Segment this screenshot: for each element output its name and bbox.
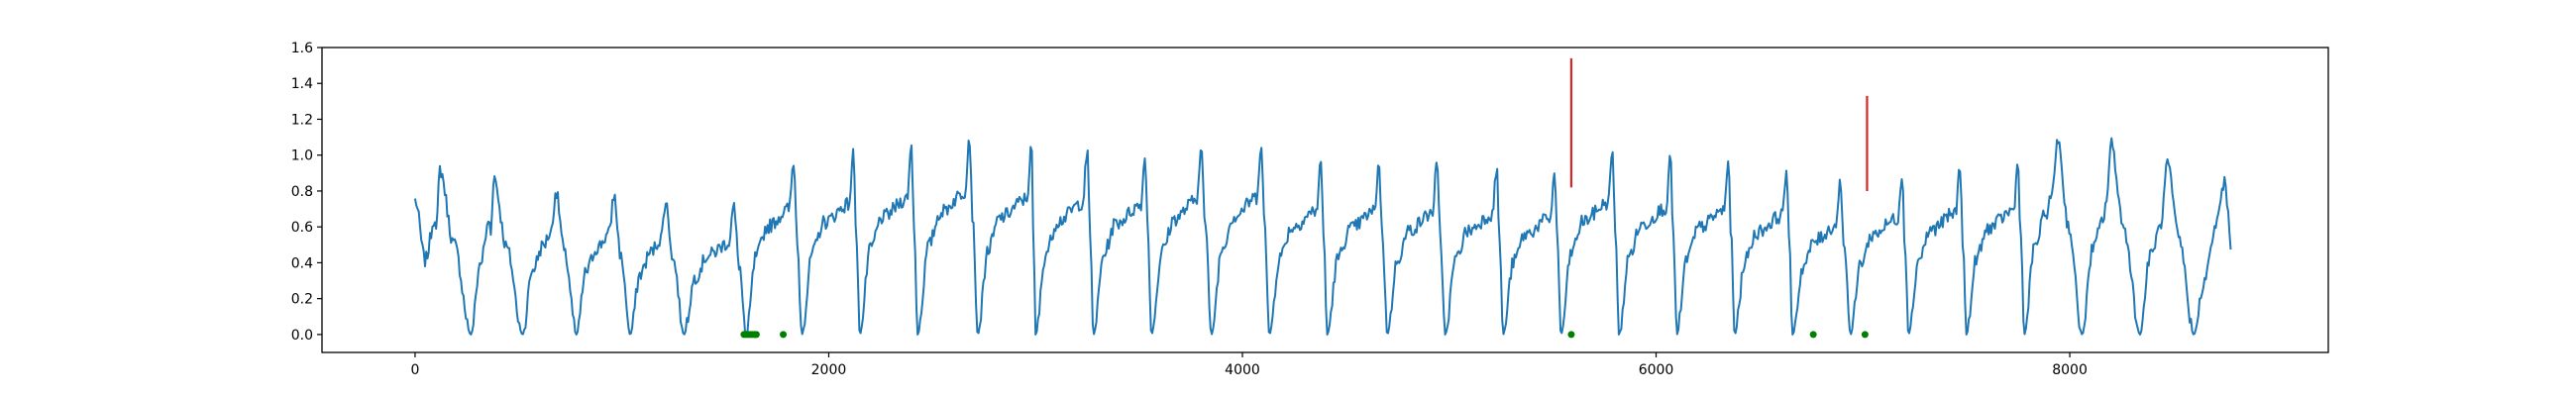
x-tick-label: 8000 — [2052, 362, 2088, 378]
series-layer — [413, 137, 2232, 336]
detected-point — [752, 331, 760, 339]
x-tick-label: 2000 — [811, 362, 847, 378]
axes-frame — [321, 47, 2329, 353]
y-tick-label: 1.6 — [291, 41, 313, 56]
x-axis: 0 2000 4000 6000 8000 — [410, 352, 2088, 378]
detected-point — [1809, 331, 1817, 339]
marker-layer — [1569, 57, 1869, 191]
y-tick-label: 0.8 — [291, 184, 313, 200]
y-tick-label: 0.2 — [291, 292, 313, 308]
y-tick-label: 0.4 — [291, 255, 313, 271]
detected-point — [780, 331, 788, 339]
y-tick-label: 1.0 — [291, 148, 313, 164]
detected-point — [1567, 331, 1575, 339]
signal-series-line — [413, 137, 2232, 336]
point-layer — [740, 331, 1869, 339]
detected-point — [1861, 331, 1869, 339]
y-tick-label: 1.4 — [291, 76, 313, 92]
y-tick-label: 1.2 — [291, 112, 313, 128]
y-tick-label: 0.0 — [291, 328, 313, 344]
plot-area — [413, 57, 2232, 339]
y-axis: 0.0 0.2 0.4 0.6 0.8 1.0 1.2 1.4 1.6 — [291, 41, 322, 344]
x-tick-label: 4000 — [1225, 362, 1260, 378]
x-tick-label: 6000 — [1639, 362, 1674, 378]
x-tick-label: 0 — [410, 362, 419, 378]
y-tick-label: 0.6 — [291, 220, 313, 236]
